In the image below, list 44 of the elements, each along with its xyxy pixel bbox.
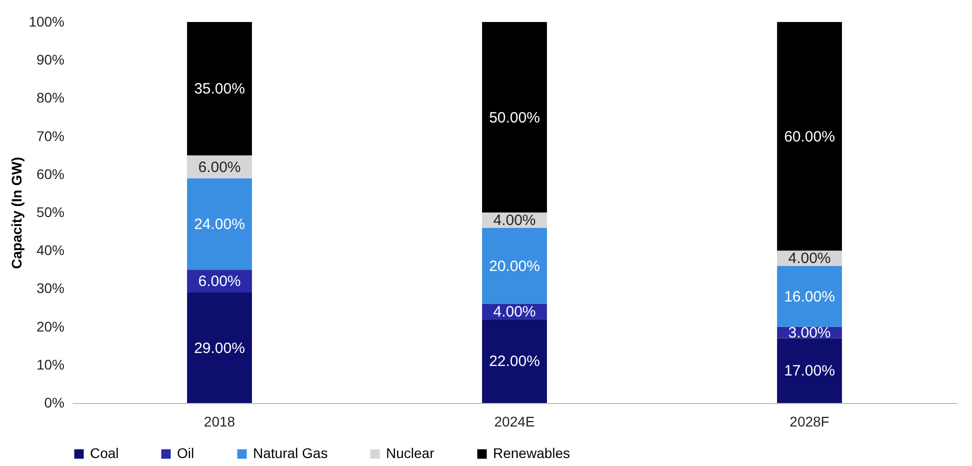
data-label: 29.00%: [194, 340, 245, 357]
y-tick-label: 90%: [36, 52, 64, 68]
y-tick-label: 30%: [36, 280, 64, 296]
legend-label: Renewables: [493, 445, 570, 461]
y-tick-label: 20%: [36, 318, 64, 334]
data-label: 20.00%: [489, 258, 540, 275]
bar: [482, 22, 547, 212]
bar: [482, 319, 547, 403]
y-tick-label: 10%: [36, 356, 64, 372]
data-label: 22.00%: [489, 353, 540, 370]
legend-label: Nuclear: [386, 445, 435, 461]
data-label: 60.00%: [784, 128, 835, 146]
data-label: 16.00%: [784, 288, 835, 306]
y-tick-label: 70%: [36, 128, 64, 144]
y-tick-label: 40%: [36, 242, 64, 258]
x-tick-label: 2028F: [790, 414, 830, 430]
legend-label: Coal: [90, 445, 119, 461]
data-label: 6.00%: [198, 273, 241, 290]
x-tick-label: 2018: [204, 414, 236, 430]
data-label: 4.00%: [493, 304, 536, 321]
y-tick-label: 0%: [44, 394, 64, 410]
bar: [187, 22, 252, 156]
y-tick-label: 60%: [36, 166, 64, 182]
y-tick-label: 80%: [36, 90, 64, 106]
data-label: 50.00%: [489, 109, 540, 126]
x-tick-label: 2024E: [494, 414, 535, 430]
bar: [482, 228, 547, 304]
data-label: 35.00%: [194, 80, 245, 98]
bar: [777, 338, 842, 403]
legend-label: Oil: [177, 445, 194, 461]
data-label: 17.00%: [784, 362, 835, 380]
data-label: 6.00%: [198, 158, 241, 176]
y-tick-label: 50%: [36, 204, 64, 220]
bar: [187, 178, 252, 270]
bar: [777, 22, 842, 251]
data-label: 3.00%: [788, 324, 831, 342]
data-label: 4.00%: [788, 250, 831, 268]
y-tick-label: 100%: [28, 14, 64, 30]
bar: [187, 292, 252, 403]
y-axis-title: Capacity (In GW): [8, 156, 25, 270]
bar: [777, 266, 842, 327]
legend-label: Natural Gas: [253, 445, 328, 461]
data-label: 24.00%: [194, 216, 245, 233]
data-label: 4.00%: [493, 212, 536, 230]
